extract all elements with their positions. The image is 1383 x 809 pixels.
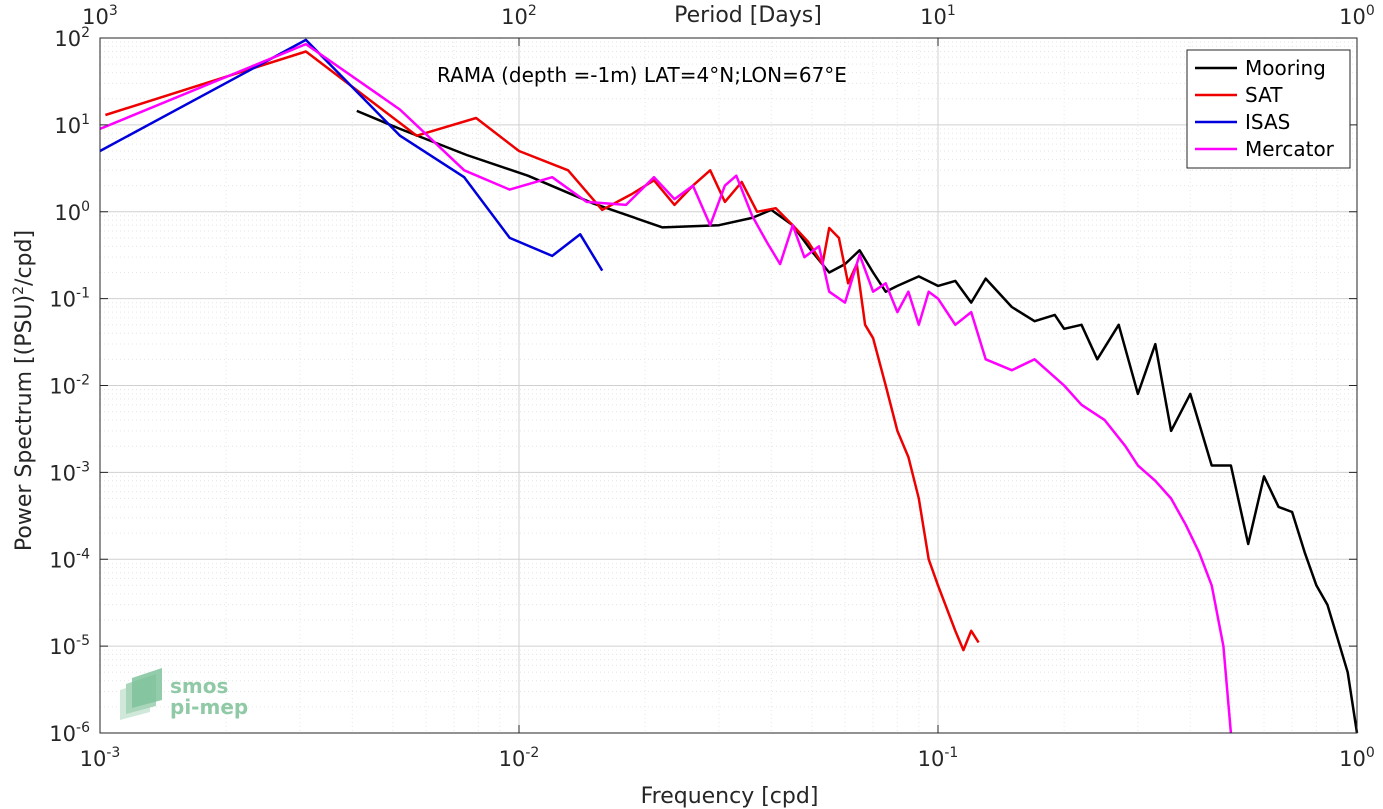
y-axis-label-main: Power Spectrum [(PSU) — [12, 295, 37, 551]
x-tick-label: 10-3 — [80, 745, 121, 771]
y-tick-label: 10-2 — [49, 373, 90, 399]
x-tick-label: 100 — [1339, 745, 1375, 771]
top-tick-label: 100 — [1339, 3, 1375, 29]
y-tick-label: 10-5 — [49, 633, 90, 659]
legend: Mooring SAT ISAS Mercator — [1186, 49, 1351, 169]
y-axis-label-tail: /cpd] — [12, 230, 37, 286]
logo-mark — [120, 668, 162, 720]
top-tick-label: 103 — [82, 3, 118, 29]
series-line-sat — [105, 50, 980, 652]
x-tick-label: 10-1 — [918, 745, 959, 771]
y-tick-label: 10-6 — [49, 720, 90, 746]
y-tick-label: 100 — [54, 199, 90, 225]
series-layer — [99, 38, 1359, 734]
grid — [99, 37, 1358, 734]
top-axis-label: Period [Days] — [674, 3, 822, 28]
y-tick-label: 102 — [54, 25, 90, 51]
x-axis-label: Frequency [cpd] — [641, 784, 819, 809]
axis-ticks — [99, 37, 1358, 734]
logo-text-line1: smos — [170, 674, 228, 698]
series-line-mercator — [99, 42, 1233, 734]
top-tick-label: 101 — [920, 3, 956, 29]
smos-pi-mep-logo: smos pi-mep — [120, 668, 248, 720]
legend-label-sat: SAT — [1245, 83, 1283, 107]
series-line-mooring — [356, 109, 1359, 734]
x-tick-label: 10-2 — [499, 745, 540, 771]
legend-label-isas: ISAS — [1245, 110, 1290, 134]
legend-label-mooring: Mooring — [1245, 56, 1326, 80]
y-axis-label-sup: 2 — [11, 286, 27, 295]
y-tick-label: 10-3 — [49, 459, 90, 485]
logo-text-line2: pi-mep — [170, 695, 248, 719]
y-tick-label: 10-4 — [49, 546, 90, 572]
legend-label-mercator: Mercator — [1245, 137, 1335, 161]
y-tick-label: 101 — [54, 112, 90, 138]
top-tick-label: 102 — [501, 3, 537, 29]
chart-title: RAMA (depth =-1m) LAT=4°N;LON=67°E — [437, 63, 847, 87]
y-tick-label: 10-1 — [49, 286, 90, 312]
y-axis-label: Power Spectrum [(PSU)2/cpd] — [11, 230, 37, 551]
